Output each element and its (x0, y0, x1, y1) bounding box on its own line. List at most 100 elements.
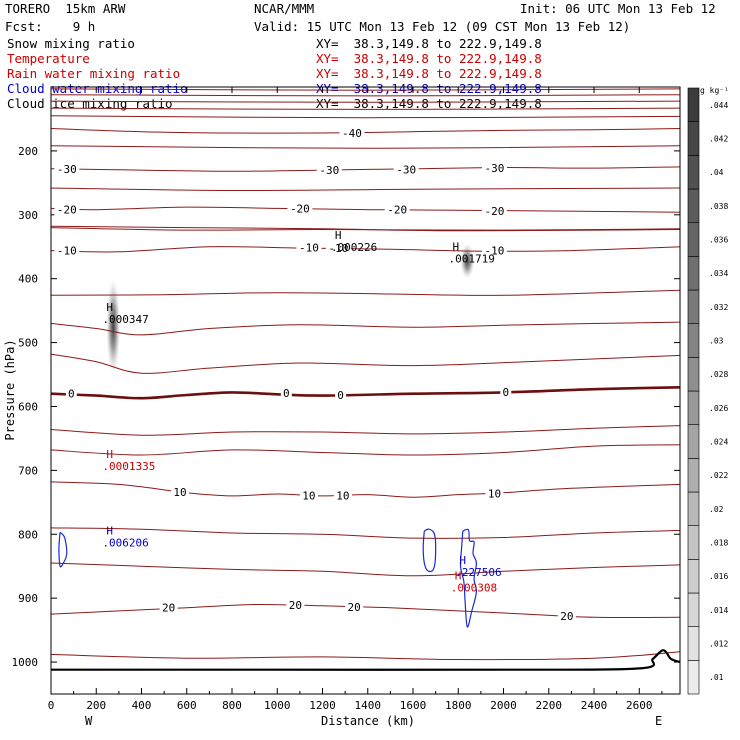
maximum-value: .227506 (455, 566, 501, 579)
isotherm-label: 0 (502, 386, 509, 399)
x-tick-label: 2600 (626, 699, 653, 712)
snow-shaded-cell (460, 243, 475, 279)
plot-frame (50, 86, 681, 695)
isotherm-line (50, 115, 681, 119)
colorbar-cell (687, 626, 700, 661)
legend-xy-cloud-water: XY= 38.3,149.8 to 222.9,149.8 (316, 81, 542, 96)
isotherm-label: 0 (283, 387, 290, 400)
colorbar-cell (687, 188, 700, 223)
y-tick-label: 900 (18, 592, 38, 605)
isotherm-label: 10 (488, 487, 501, 500)
maximum-value: .006206 (102, 537, 148, 550)
isotherm-label: 10 (302, 489, 315, 502)
isotherm-label-bg (485, 487, 504, 500)
colorbar-cell (687, 525, 700, 560)
colorbar-tick-label: .03 (709, 337, 724, 346)
x-tick-label: 2000 (490, 699, 517, 712)
maximum-symbol: H (106, 448, 113, 461)
colorbar-tick-label: .032 (709, 303, 728, 312)
isotherm-label-bg (54, 162, 80, 175)
maximum-symbol: H (335, 229, 342, 242)
isotherm-line (50, 386, 681, 400)
legend-xy-cloud-ice: XY= 38.3,149.8 to 222.9,149.8 (316, 96, 542, 111)
isotherm-line (50, 107, 681, 110)
isotherm-label: -30 (319, 164, 339, 177)
legend-label-cloud-water: Cloud water mixing ratio (7, 81, 188, 96)
isotherm-label: -10 (328, 242, 348, 255)
isotherm-label-bg (481, 162, 507, 175)
y-tick-label: 200 (18, 145, 38, 158)
east-end-label: E (655, 714, 662, 728)
isotherm-label: -30 (396, 163, 416, 176)
isotherm-line (50, 527, 681, 539)
colorbar-cell (687, 357, 700, 392)
isotherm-label: 20 (560, 610, 573, 623)
colorbar-cell (687, 121, 700, 156)
isotherm-label-bg (481, 204, 507, 217)
x-tick-label: 2200 (536, 699, 563, 712)
colorbar-tick-label: .024 (709, 438, 728, 447)
isotherm-label: 0 (337, 389, 344, 402)
cloud-water-contour (58, 531, 68, 568)
y-tick-label: 500 (18, 337, 38, 350)
colorbar-tick-label: .034 (709, 269, 728, 278)
isotherm-label-bg (286, 599, 305, 612)
colorbar-cell (687, 289, 700, 324)
init-time: Init: 06 UTC Mon 13 Feb 12 (520, 1, 716, 16)
isotherm-line (50, 321, 681, 336)
colorbar-cell (687, 559, 700, 594)
maximum-symbol: H (106, 525, 113, 538)
x-tick-label: 1200 (309, 699, 336, 712)
isotherm-label-bg (296, 241, 322, 254)
colorbar-cell (687, 323, 700, 358)
colorbar-tick-label: .014 (709, 606, 728, 615)
isotherm-line (50, 225, 681, 232)
maximum-value: .000308 (451, 581, 497, 594)
x-tick-label: 2400 (581, 699, 608, 712)
cloud-water-contour (459, 528, 478, 628)
isotherm-line (50, 206, 681, 213)
forecast-hour: Fcst: 9 h (5, 19, 96, 34)
maximum-symbol: H (455, 569, 462, 582)
isotherm-label: -20 (387, 204, 407, 217)
colorbar-cell (687, 155, 700, 190)
x-tick-label: 200 (86, 699, 106, 712)
x-axis-title: Distance (km) (321, 714, 415, 728)
y-tick-label: 800 (18, 528, 38, 541)
model-title: TORERO 15km ARW (5, 1, 126, 16)
isotherm-label: -20 (485, 205, 505, 218)
x-tick-label: 800 (222, 699, 242, 712)
legend-label-snow: Snow mixing ratio (7, 36, 135, 51)
isotherm-label: -30 (57, 163, 77, 176)
isotherm-line (50, 289, 681, 296)
colorbar-tick-label: .028 (709, 370, 728, 379)
maximum-symbol: H (459, 554, 466, 567)
colorbar-cell (687, 660, 700, 695)
colorbar-tick-label: .022 (709, 471, 728, 480)
colorbar-tick-label: .042 (709, 135, 728, 144)
legend-label-rain: Rain water mixing ratio (7, 66, 181, 81)
isotherm-line (50, 603, 681, 619)
isotherm-label-bg (54, 244, 80, 257)
colorbar-cell (687, 256, 700, 291)
colorbar-tick-label: .044 (709, 101, 728, 110)
colorbar-cell (687, 424, 700, 459)
colorbar-cell (687, 458, 700, 493)
maximum-symbol: H (106, 301, 113, 314)
maximum-value: .001719 (449, 252, 495, 265)
isotherm-label: 10 (173, 486, 186, 499)
x-tick-label: 1400 (355, 699, 382, 712)
x-tick-label: 1600 (400, 699, 427, 712)
y-tick-label: 300 (18, 209, 38, 222)
colorbar-tick-label: .012 (709, 640, 728, 649)
isotherm-label: -10 (299, 241, 319, 254)
y-tick-label: 400 (18, 273, 38, 286)
maximum-value: .000226 (331, 241, 377, 254)
isotherm-label-bg (557, 610, 576, 623)
isotherm-label-bg (316, 164, 342, 177)
isotherm-label: 20 (348, 601, 361, 614)
isotherm-label: 0 (68, 388, 75, 401)
legend-xy-temperature: XY= 38.3,149.8 to 222.9,149.8 (316, 51, 542, 66)
isotherm-label: -20 (57, 204, 77, 217)
